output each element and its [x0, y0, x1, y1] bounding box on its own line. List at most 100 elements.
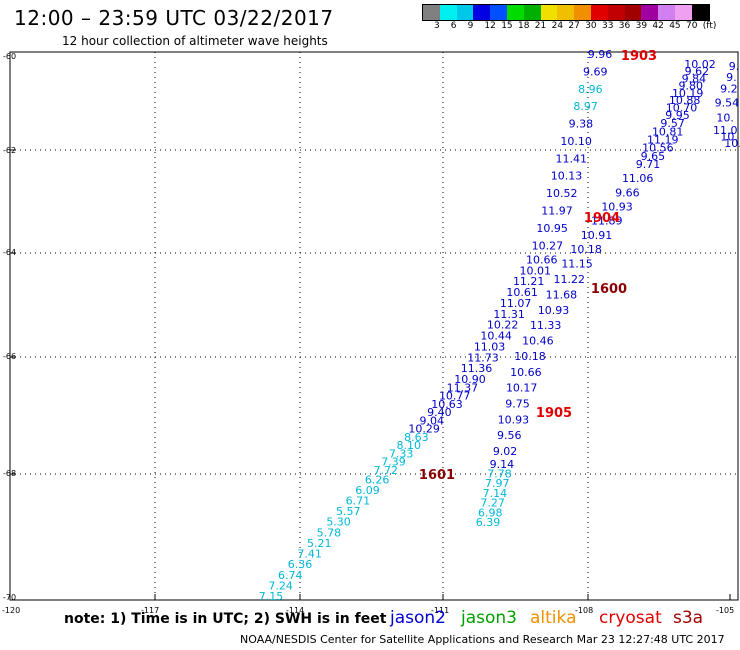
- wave-height-value: 11.0: [713, 124, 738, 137]
- scale-label: 15: [501, 21, 513, 31]
- wave-height-value: 10.18: [570, 243, 602, 256]
- wave-height-value: 9.: [729, 60, 740, 73]
- wave-height-value: 9.40: [427, 406, 452, 419]
- scale-label: (ft): [702, 21, 717, 31]
- pass-time-label: 1904: [584, 211, 620, 226]
- lon-label: -117: [141, 606, 160, 615]
- scale-swatch: [473, 5, 491, 20]
- legend-cryosat: cryosat: [599, 608, 662, 628]
- wave-height-value: 11.73: [467, 351, 499, 364]
- wave-height-value: 10.10: [560, 135, 592, 148]
- wave-height-value: 9.62: [685, 65, 710, 78]
- wave-height-value: 10.56: [642, 142, 674, 155]
- wave-height-value: 5.57: [336, 505, 361, 518]
- wave-height-value: 10.44: [480, 330, 512, 343]
- wave-height-value: 7.39: [381, 456, 406, 469]
- wave-height-value: 7.33: [389, 447, 414, 460]
- wave-height-value: 10.61: [506, 286, 538, 299]
- wave-height-value: 11.68: [546, 288, 578, 301]
- scale-label: 39: [635, 21, 648, 31]
- wave-height-value: 9.02: [493, 445, 518, 458]
- wave-height-value: 10.77: [439, 390, 471, 403]
- lon-label: -114: [286, 606, 305, 615]
- scale-swatch: [590, 5, 608, 20]
- wave-height-value: 7.72: [374, 464, 399, 477]
- wave-height-value: 11.21: [513, 275, 545, 288]
- wave-height-value: 9.71: [636, 158, 661, 171]
- wave-height-value: 11.37: [447, 381, 479, 394]
- wave-height-value: 8.96: [578, 83, 603, 96]
- wave-height-value: 10.29: [408, 423, 440, 436]
- wave-height-value: 10.81: [652, 125, 684, 138]
- wave-height-value: 9.80: [679, 80, 704, 93]
- map-subtitle: 12 hour collection of altimeter wave hei…: [62, 34, 328, 48]
- wave-height-value: 10.27: [532, 239, 564, 252]
- scale-swatch: [506, 5, 524, 20]
- wave-height-value: 10.19: [672, 87, 704, 100]
- pass-time-label: 1905: [536, 406, 572, 421]
- wave-height-value: 5.21: [307, 537, 332, 550]
- wave-height-value: 10.: [716, 112, 734, 125]
- wave-height-value: 9.65: [641, 150, 666, 163]
- scale-label: 6: [450, 21, 457, 31]
- scale-label: 18: [518, 21, 530, 31]
- wave-height-value: 9.66: [615, 186, 640, 199]
- wave-height-value: 10.63: [431, 398, 463, 411]
- wave-height-value: 9.: [726, 71, 737, 84]
- wave-height-value: 7.97: [485, 477, 510, 490]
- scale-label: 12: [484, 21, 496, 31]
- wave-height-value: 9.95: [665, 109, 690, 122]
- wave-height-value: 10.88: [669, 94, 701, 107]
- color-scale-bar: [422, 4, 710, 21]
- wave-height-value: 5.30: [326, 516, 351, 529]
- wave-height-value: 9.54: [715, 96, 740, 109]
- wave-height-value: 10.93: [601, 200, 633, 213]
- wave-height-value: 7.27: [480, 497, 505, 510]
- map-title: 12:00 – 23:59 UTC 03/22/2017: [14, 6, 334, 30]
- wave-height-value: 11.03: [474, 340, 506, 353]
- wave-height-value: 10.66: [510, 366, 542, 379]
- wave-height-value: 9.56: [497, 429, 522, 442]
- wave-height-value: 11.19: [647, 134, 679, 147]
- wave-height-value: 6.98: [478, 506, 503, 519]
- wave-height-value: 8.10: [397, 439, 422, 452]
- wave-height-value: 10.93: [498, 413, 530, 426]
- scale-label: 42: [652, 21, 664, 31]
- scale-swatch: [523, 5, 541, 20]
- wave-height-value: 10.01: [519, 264, 551, 277]
- lat-label: -64: [3, 248, 17, 257]
- wave-height-value: 10.13: [551, 170, 583, 183]
- wave-height-value: 10.90: [454, 373, 486, 386]
- lat-label: -70: [3, 593, 17, 602]
- wave-height-value: 6.26: [365, 473, 390, 486]
- wave-height-value: 10.: [724, 137, 740, 150]
- wave-height-value: 11.06: [622, 172, 654, 185]
- wave-height-value: 9.38: [569, 118, 594, 131]
- scale-swatch: [423, 5, 440, 20]
- wave-height-value: 8.97: [573, 100, 598, 113]
- lon-label: -111: [431, 606, 450, 615]
- scale-swatch: [624, 5, 642, 20]
- wave-height-value: 6.36: [288, 558, 313, 571]
- wave-height-value: 9.57: [660, 117, 685, 130]
- wave-height-value: 9.96: [588, 48, 613, 61]
- wave-height-value: 10.46: [522, 335, 554, 348]
- wave-height-value: 7.15: [259, 590, 284, 603]
- wave-height-value: 6.09: [355, 484, 380, 497]
- scale-label: 3: [434, 21, 440, 31]
- wave-height-value: 9.69: [583, 65, 608, 78]
- credit-footer: NOAA/NESDIS Center for Satellite Applica…: [240, 633, 725, 646]
- scale-label: 30: [585, 21, 597, 31]
- scale-swatch: [658, 5, 675, 20]
- wave-height-value: 10.17: [506, 382, 538, 395]
- scale-label: 24: [551, 21, 564, 31]
- wave-height-value: 10.18: [514, 350, 546, 363]
- lat-label: -66: [3, 352, 17, 361]
- wave-height-value: 11.89: [591, 215, 623, 228]
- wave-height-value: 7.14: [483, 487, 508, 500]
- wave-height-value: 10.95: [536, 222, 568, 235]
- wave-height-value: 9.84: [682, 72, 707, 85]
- wave-height-value: 10.: [720, 131, 738, 144]
- wave-height-value: 6.74: [278, 569, 303, 582]
